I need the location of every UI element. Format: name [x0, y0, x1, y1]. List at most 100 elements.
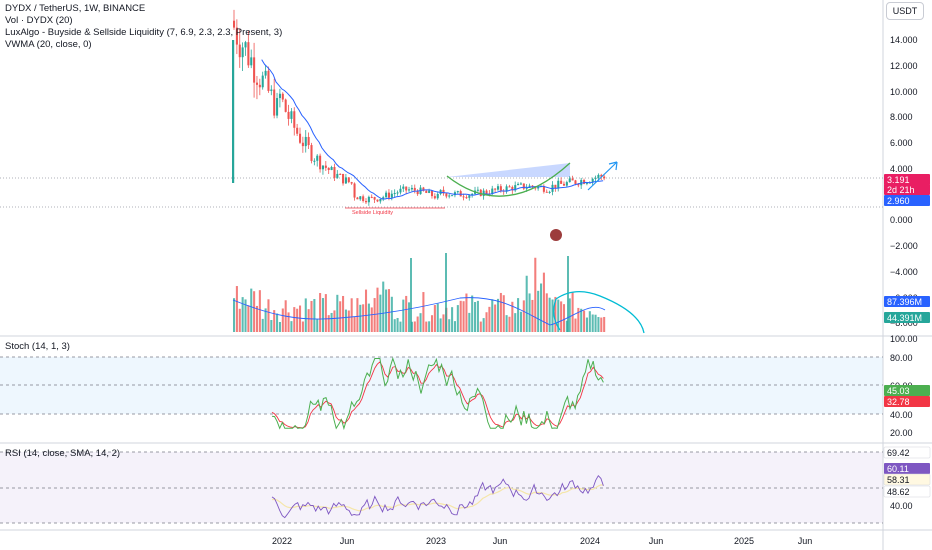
badge-bg — [883, 485, 931, 498]
stoch-tick-label: 0.00 — [890, 0, 908, 2]
rsi-badge: 48.62 — [883, 485, 931, 498]
rsi-ma-line — [271, 484, 604, 512]
candle-body — [560, 180, 563, 184]
volume-bar — [370, 307, 373, 332]
stoch-badge: 45.03 — [884, 385, 930, 396]
volume-bar — [505, 315, 508, 332]
volume-bar — [364, 289, 368, 332]
volume-bar — [433, 305, 436, 332]
stoch-pane[interactable] — [271, 356, 604, 431]
volume-bar — [402, 299, 405, 332]
candle-body — [577, 183, 580, 186]
volume-bar — [591, 314, 594, 332]
candle-body — [548, 191, 551, 193]
badge-bg — [883, 446, 931, 459]
volume-bar — [430, 315, 434, 332]
candle-body — [519, 183, 522, 185]
rsi-badge: 69.42 — [883, 446, 931, 459]
time-tick-label: 2024 — [580, 536, 600, 546]
volume-bar — [439, 318, 442, 332]
rsi-band — [0, 452, 883, 523]
candle-body — [456, 191, 459, 193]
volume-bar — [399, 321, 402, 332]
candle-body — [448, 195, 451, 197]
candle-body — [370, 196, 373, 198]
badge-text: 60.11 — [887, 464, 909, 474]
candle-body — [562, 183, 566, 186]
price-pane[interactable]: Sellside Liquidity — [232, 9, 618, 241]
volume-bar — [600, 317, 603, 332]
rsi-title: RSI (14, close, SMA, 14, 2) — [5, 448, 121, 459]
candle-body — [471, 193, 474, 196]
candle-body — [258, 84, 261, 88]
candle-body — [511, 186, 514, 191]
volume-bar — [428, 321, 431, 332]
volume-bar — [290, 321, 293, 332]
volume-bar — [296, 308, 299, 332]
price-axes[interactable]: 14.00012.00010.0008.0006.0004.0002.0000.… — [883, 0, 931, 511]
volume-bar — [491, 299, 494, 332]
price-badge: 87.396M — [884, 296, 930, 307]
volume-bar — [276, 313, 279, 332]
volume-bar — [408, 302, 411, 332]
pane-backgrounds — [0, 357, 883, 523]
candle-body — [571, 178, 574, 181]
candle-body — [247, 42, 250, 66]
volume-bar — [367, 303, 370, 332]
candle-body — [273, 89, 276, 116]
time-axis[interactable]: 2022 Jun 2023 Jun 2024 Jun 2025 Jun — [272, 536, 812, 546]
badge-bg — [883, 473, 931, 486]
volume-bar — [281, 308, 284, 332]
volume-bar — [548, 297, 551, 332]
candle-body — [413, 187, 416, 191]
volume-bar — [568, 298, 571, 332]
stoch-title: Stoch (14, 1, 3) — [5, 341, 70, 352]
candle-body — [405, 186, 408, 191]
volume-bar — [471, 295, 474, 332]
volume-bar — [554, 296, 557, 332]
rsi-pane[interactable] — [271, 474, 604, 519]
volume-bar — [496, 298, 500, 332]
volume-bar — [488, 306, 491, 332]
rsi-line — [271, 474, 604, 519]
candle-body — [385, 192, 388, 198]
volume-bar — [344, 309, 347, 332]
candle-body — [422, 187, 425, 191]
candle-body — [482, 190, 485, 196]
volume-bar — [342, 295, 345, 332]
candle-body — [336, 173, 339, 178]
candle-body — [301, 142, 304, 147]
badge-bg — [884, 195, 930, 206]
time-tick-label: Jun — [340, 536, 355, 546]
volume-bar — [362, 304, 365, 332]
badge-text: 45.03 — [887, 386, 910, 396]
volume-bar — [448, 319, 451, 332]
volume-bar — [387, 289, 391, 332]
currency-button[interactable]: USDT — [886, 2, 924, 20]
candle-body — [321, 165, 325, 170]
candle-body — [465, 197, 468, 199]
badge-bg — [884, 396, 930, 407]
badge-text: 48.62 — [887, 487, 910, 497]
candle-body — [600, 174, 603, 177]
badge-text: 69.42 — [887, 448, 910, 458]
price-tick-label: −4.000 — [890, 267, 918, 277]
candle-body — [528, 185, 531, 188]
candle-body — [505, 186, 508, 192]
badge-bg — [884, 463, 930, 474]
candle-body — [445, 193, 448, 197]
rsi-badge: 60.11 — [884, 463, 930, 474]
volume-bar — [353, 316, 356, 332]
volume-bar — [482, 318, 485, 332]
volume-bar — [474, 302, 477, 332]
volume-bar — [310, 300, 313, 332]
candle-body — [554, 184, 557, 189]
stoch-tick-label: 100.00 — [890, 334, 918, 344]
volume-bar — [253, 291, 256, 332]
candle-body — [410, 187, 413, 190]
candle-body — [281, 93, 284, 100]
volume-bar — [319, 293, 322, 332]
candle-body — [476, 189, 479, 191]
